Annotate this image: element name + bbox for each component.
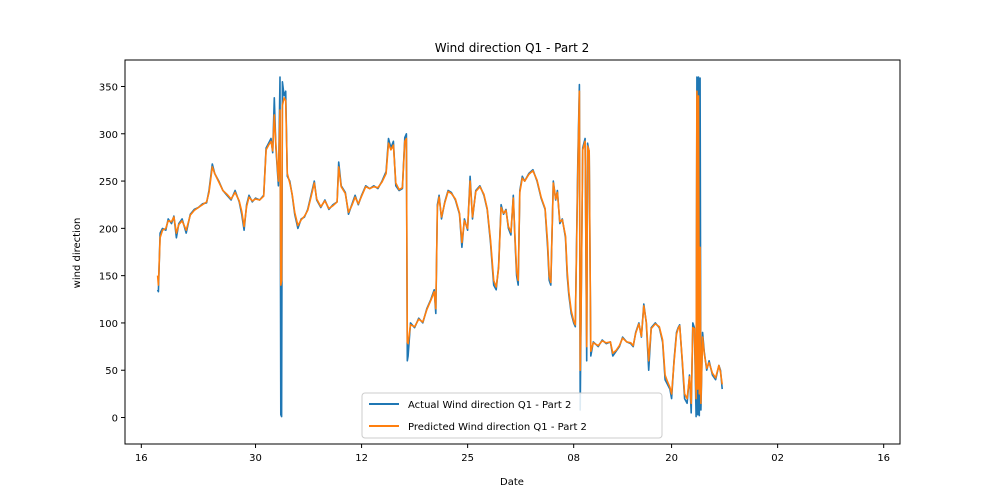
x-tick-label: 30	[249, 453, 262, 464]
y-tick-label: 150	[99, 272, 118, 283]
chart-title: Wind direction Q1 - Part 2	[435, 41, 590, 55]
legend-label-actual: Actual Wind direction Q1 - Part 2	[408, 400, 571, 411]
x-tick-label: 20	[665, 453, 678, 464]
x-axis: 16 30 12 25 08 20 02 16	[135, 444, 890, 464]
y-tick-label: 350	[99, 82, 118, 93]
y-axis-label: wind direction	[72, 218, 83, 289]
plot-area	[124, 59, 901, 445]
legend: Actual Wind direction Q1 - Part 2 Predic…	[361, 392, 663, 439]
legend-box	[361, 392, 663, 439]
y-tick-label: 50	[105, 366, 118, 377]
x-tick-label: 02	[771, 453, 784, 464]
y-tick-label: 0	[112, 414, 118, 425]
x-tick-label: 12	[355, 453, 368, 464]
x-tick-label: 16	[877, 453, 890, 464]
x-axis-label: Date	[500, 477, 524, 488]
y-tick-label: 300	[99, 130, 118, 141]
y-tick-label: 100	[99, 319, 118, 330]
x-tick-label: 16	[135, 453, 148, 464]
y-tick-label: 250	[99, 177, 118, 188]
y-tick-label: 200	[99, 224, 118, 235]
legend-label-predicted: Predicted Wind direction Q1 - Part 2	[408, 422, 587, 433]
series-line-predicted	[156, 90, 723, 405]
y-axis: 0 50 100 150 200 250 300 350	[99, 82, 125, 425]
x-tick-label: 08	[567, 453, 580, 464]
series-line-actual	[156, 76, 723, 418]
x-tick-label: 25	[461, 453, 474, 464]
axes-frame	[124, 59, 901, 445]
